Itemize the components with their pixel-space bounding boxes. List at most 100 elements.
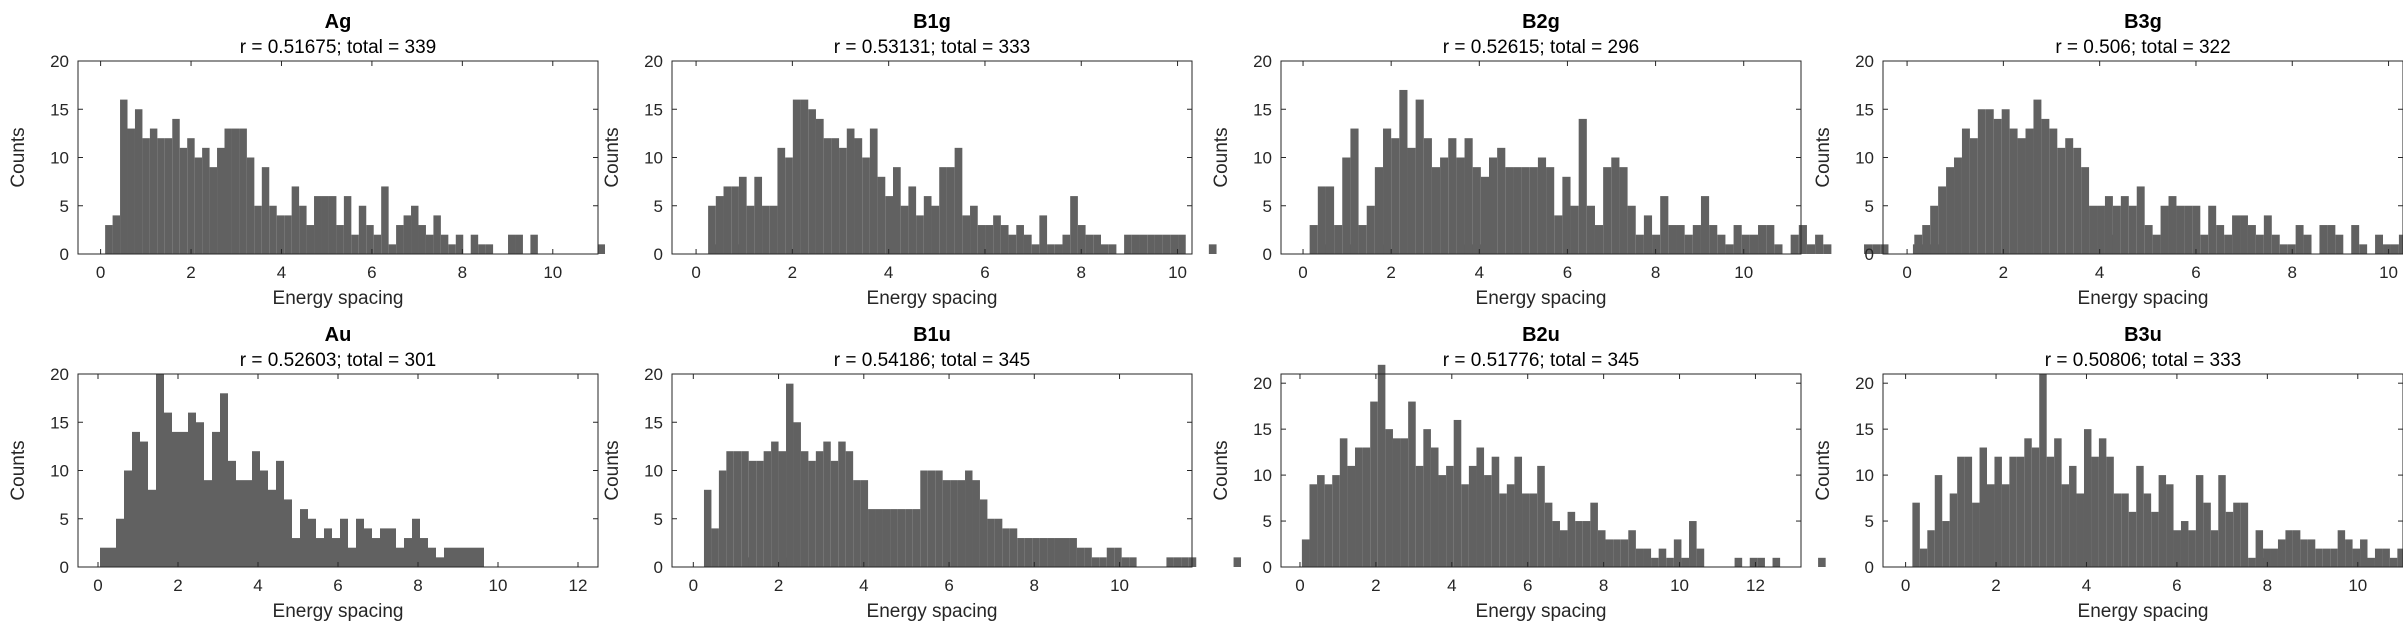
histogram-bar xyxy=(187,138,195,254)
histogram-bar xyxy=(364,528,372,567)
histogram-bar xyxy=(1676,225,1685,254)
x-tick-label: 2 xyxy=(186,263,195,282)
histogram-bar xyxy=(116,518,124,567)
histogram-bar xyxy=(711,528,719,567)
histogram-bar xyxy=(1505,167,1514,254)
histogram-bar xyxy=(808,460,816,567)
x-tick-label: 2 xyxy=(1386,263,1395,282)
histogram-bar xyxy=(2089,205,2098,254)
y-axis-label: Counts xyxy=(1813,127,1834,187)
bars xyxy=(703,383,1562,567)
histogram-bar xyxy=(2270,548,2278,567)
x-tick-label: 4 xyxy=(1475,263,1484,282)
histogram-bar xyxy=(2168,196,2177,254)
x-tick-label: 4 xyxy=(1447,576,1456,595)
histogram-bar xyxy=(1619,167,1628,254)
y-tick-label: 10 xyxy=(1855,149,1874,168)
histogram-bar xyxy=(2151,511,2159,567)
histogram-bar xyxy=(977,225,986,254)
histogram-bar xyxy=(800,99,809,254)
histogram-bar xyxy=(172,118,180,255)
histogram-bar xyxy=(2279,244,2288,254)
histogram-bar xyxy=(1741,234,1750,254)
histogram-bar xyxy=(1093,234,1101,254)
histogram-bar xyxy=(396,547,404,567)
histogram-bar xyxy=(2367,557,2375,567)
histogram-bar xyxy=(1461,484,1469,567)
histogram-bar xyxy=(2112,205,2121,254)
y-tick-label: 10 xyxy=(1855,466,1874,485)
histogram-bar xyxy=(1582,521,1591,567)
histogram-bar xyxy=(194,157,203,254)
y-tick-label: 5 xyxy=(654,510,663,529)
histogram-bar xyxy=(1334,225,1343,254)
histogram-bar xyxy=(1513,167,1522,254)
histogram-bar xyxy=(1139,234,1148,254)
histogram-bar xyxy=(994,518,1003,567)
y-tick-label: 0 xyxy=(1865,245,1874,264)
histogram-bar xyxy=(2255,234,2264,254)
histogram-bar xyxy=(420,538,428,567)
histogram-bar xyxy=(356,518,364,567)
histogram-bar xyxy=(1689,521,1697,567)
histogram-bar xyxy=(912,509,921,567)
histogram-bar xyxy=(1605,539,1614,567)
histogram-bar xyxy=(1864,244,1873,254)
x-tick-label: 0 xyxy=(1901,576,1910,595)
histogram-bar xyxy=(2285,530,2293,567)
histogram-bar xyxy=(508,234,516,254)
x-tick-label: 0 xyxy=(1298,263,1307,282)
histogram-bar xyxy=(1181,557,1189,567)
histogram-bar xyxy=(1407,147,1416,254)
x-tick-label: 4 xyxy=(277,263,286,282)
histogram-bar xyxy=(2091,456,2099,567)
histogram-bar xyxy=(1438,475,1447,567)
histogram-bar xyxy=(875,509,883,567)
histogram-bar xyxy=(2009,456,2017,567)
histogram-bar xyxy=(1016,225,1024,254)
histogram-bar xyxy=(853,480,861,567)
histogram-bar xyxy=(2033,99,2042,254)
histogram-bar xyxy=(436,557,444,567)
x-tick-label: 6 xyxy=(980,263,989,282)
histogram-bar xyxy=(1586,205,1595,254)
histogram-bar xyxy=(1578,118,1587,255)
histogram-bar xyxy=(403,215,412,254)
histogram-bar xyxy=(164,412,172,567)
histogram-bar xyxy=(785,157,793,254)
histogram-bar xyxy=(786,383,794,567)
histogram-bar xyxy=(1818,557,1826,567)
histogram-bar xyxy=(231,128,240,254)
histogram-bar xyxy=(1385,429,1393,567)
histogram-bar xyxy=(1643,548,1652,567)
histogram-bar xyxy=(2113,493,2122,567)
histogram-bar xyxy=(1032,538,1040,567)
histogram-bar xyxy=(1668,225,1677,254)
histogram-bar xyxy=(1301,539,1310,567)
histogram-bar xyxy=(2337,530,2346,567)
histogram-bar xyxy=(2247,225,2256,254)
histogram-bar xyxy=(1446,465,1454,567)
histogram-bar xyxy=(284,215,292,254)
histogram-bar xyxy=(2104,196,2113,254)
histogram-bar xyxy=(793,422,801,567)
histogram-bar xyxy=(1099,557,1107,567)
histogram-bar xyxy=(1628,530,1636,567)
histogram-bar xyxy=(1987,484,1995,567)
histogram-bar xyxy=(1008,234,1017,254)
histogram-bar xyxy=(1358,225,1367,254)
histogram-bar xyxy=(1366,205,1375,254)
histogram-bar xyxy=(2263,215,2272,254)
histogram-bar xyxy=(1208,244,1217,254)
y-tick-label: 15 xyxy=(1253,100,1272,119)
histogram-bar xyxy=(2389,557,2398,567)
histogram-bar xyxy=(1383,128,1392,254)
chart-title: B3g xyxy=(2124,11,2162,33)
histogram-bar xyxy=(2263,548,2271,567)
histogram-bar xyxy=(1154,234,1163,254)
y-tick-label: 5 xyxy=(654,197,663,216)
histogram-bar xyxy=(246,157,255,254)
histogram-bar xyxy=(1537,465,1545,567)
